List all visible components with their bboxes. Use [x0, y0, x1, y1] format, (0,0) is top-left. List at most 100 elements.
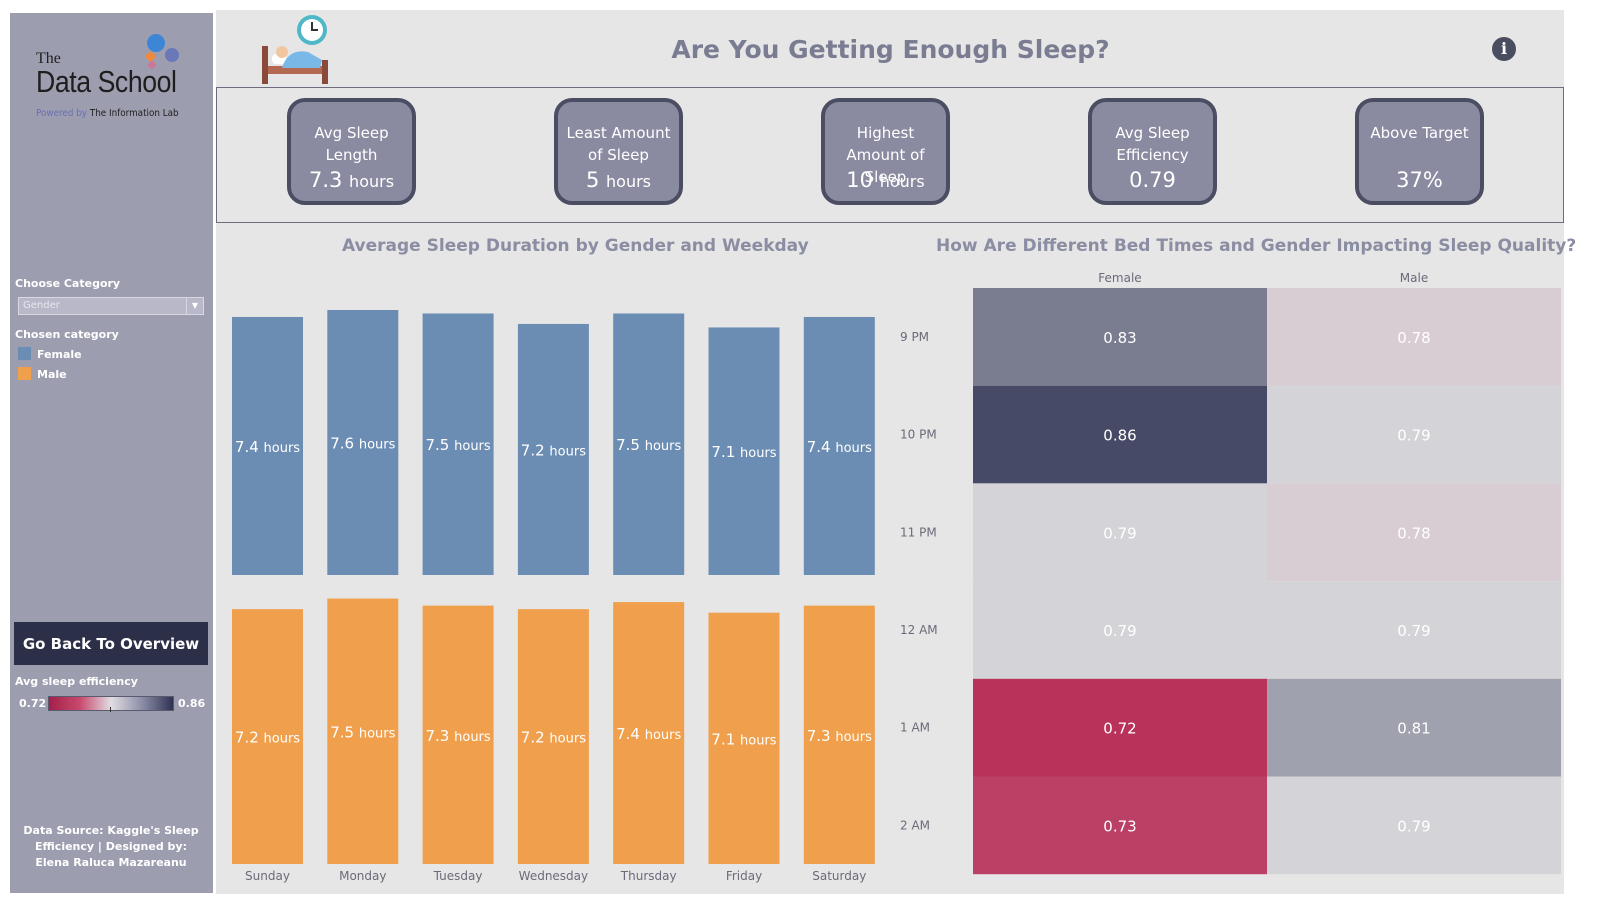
heatmap-column-header: Female	[1098, 271, 1141, 285]
bar-value-label: 7.5 hours	[616, 436, 681, 454]
efficiency-scale-marker	[110, 707, 111, 712]
kpi-card-least-sleep: Least Amount of Sleep 5 hours	[554, 98, 683, 205]
bar-value-label: 7.4 hours	[235, 438, 300, 456]
bar-female-saturday[interactable]	[803, 316, 875, 575]
heatmap-cell[interactable]	[973, 581, 1267, 679]
heatmap-cell-value: 0.79	[1103, 524, 1136, 542]
heatmap-cell[interactable]	[973, 776, 1267, 875]
heatmap-cell[interactable]	[973, 288, 1267, 386]
sleep-duration-bar-chart: 7.4 hours 7.6 hours 7.5 hours 7.2 hours 7.5 …	[232, 310, 875, 883]
kpi-card-avg-sleep-efficiency: Avg Sleep Efficiency 0.79	[1088, 98, 1217, 205]
heatmap-cell-value: 0.73	[1103, 817, 1136, 835]
bar-female-friday[interactable]	[708, 327, 780, 575]
kpi-label: Least Amount of Sleep	[566, 124, 671, 164]
kpi-value: 10 hours	[846, 168, 925, 192]
kpi-value: 0.79	[1129, 168, 1176, 192]
heatmap-column-header: Male	[1400, 271, 1428, 285]
legend-swatch-male	[18, 367, 31, 380]
heatmap-cell[interactable]	[973, 483, 1267, 582]
kpi-value: 7.3 hours	[308, 168, 395, 192]
bar-male-thursday[interactable]	[613, 602, 685, 864]
heatmap-cell[interactable]	[1267, 385, 1561, 484]
efficiency-color-scale	[48, 696, 174, 711]
heatmap-cell[interactable]	[1267, 581, 1561, 679]
heatmap-cell-value: 0.79	[1397, 622, 1430, 640]
kpi-value: 37%	[1396, 168, 1443, 192]
bar-value-label: 7.5 hours	[330, 723, 395, 741]
heatmap-cell[interactable]	[1267, 678, 1561, 777]
bar-value-label: 7.4 hours	[807, 438, 872, 456]
logo-powered-by: Powered by The Information Lab	[36, 108, 179, 119]
heatmap-title: How Are Different Bed Times and Gender I…	[936, 236, 1577, 256]
heatmap-cell-value: 0.79	[1397, 427, 1430, 445]
bar-value-label: 7.1 hours	[711, 730, 776, 748]
x-tick-label: Friday	[726, 869, 762, 883]
bar-value-label: 7.1 hours	[711, 443, 776, 461]
x-tick-label: Saturday	[812, 869, 866, 883]
heatmap-cell-value: 0.86	[1103, 427, 1136, 445]
logo-dot-purple	[165, 48, 179, 62]
x-tick-label: Tuesday	[433, 869, 483, 883]
bed-clock-icon	[262, 15, 328, 84]
bar-male-friday[interactable]	[708, 612, 780, 864]
bar-value-label: 7.2 hours	[521, 729, 586, 747]
x-tick-label: Wednesday	[519, 869, 588, 883]
x-tick-label: Sunday	[245, 869, 290, 883]
logo-dot-orange	[146, 52, 155, 61]
bar-female-monday[interactable]	[327, 310, 399, 575]
data-school-logo: The Data School Powered by The Informati…	[36, 28, 196, 119]
heatmap-cell[interactable]	[973, 385, 1267, 484]
legend-item-female[interactable]: Female	[18, 347, 82, 361]
legend-item-male[interactable]: Male	[18, 367, 67, 381]
bar-value-label: 7.4 hours	[616, 725, 681, 743]
bar-male-saturday[interactable]	[803, 605, 875, 864]
kpi-label: Above Target	[1370, 124, 1469, 142]
heatmap-row-label: 12 AM	[900, 623, 938, 637]
bar-female-wednesday[interactable]	[517, 323, 589, 575]
dashboard-main: Are You Getting Enough Sleep? i Avg Slee…	[216, 10, 1576, 894]
heatmap-row-label: 9 PM	[900, 330, 929, 344]
efficiency-legend-min: 0.72	[19, 697, 47, 710]
bar-male-tuesday[interactable]	[422, 605, 494, 864]
heatmap-cell[interactable]	[1267, 776, 1561, 875]
bar-value-label: 7.5 hours	[426, 436, 491, 454]
x-tick-label: Thursday	[620, 869, 677, 883]
kpi-label: Highest Amount of Sleep	[846, 124, 925, 186]
chosen-category-label: Chosen category	[15, 328, 119, 341]
bar-female-tuesday[interactable]	[422, 313, 494, 575]
heatmap-cell-value: 0.83	[1103, 329, 1136, 347]
heatmap-cell-value: 0.79	[1103, 622, 1136, 640]
bar-value-label: 7.2 hours	[235, 729, 300, 747]
bar-male-sunday[interactable]	[232, 609, 303, 864]
bar-male-monday[interactable]	[327, 598, 399, 864]
bar-female-sunday[interactable]	[232, 316, 303, 575]
back-to-overview-button[interactable]: Go Back To Overview	[14, 622, 208, 665]
heatmap-cell[interactable]	[1267, 288, 1561, 386]
x-tick-label: Monday	[339, 869, 386, 883]
category-dropdown[interactable]: Gender ▼	[18, 297, 204, 315]
kpi-card-above-target: Above Target 37%	[1355, 98, 1484, 205]
heatmap-cell[interactable]	[1267, 483, 1561, 582]
kpi-card-avg-sleep-length: Avg Sleep Length 7.3 hours	[287, 98, 416, 205]
heatmap-cell-value: 0.79	[1397, 817, 1430, 835]
bar-value-label: 7.3 hours	[426, 727, 491, 745]
bar-value-label: 7.2 hours	[521, 441, 586, 459]
bar-male-wednesday[interactable]	[517, 609, 589, 864]
category-dropdown-value: Gender	[23, 300, 60, 311]
chevron-down-icon[interactable]: ▼	[186, 298, 203, 314]
heatmap-row-label: 11 PM	[900, 525, 937, 539]
bar-chart-title: Average Sleep Duration by Gender and Wee…	[342, 236, 809, 256]
heatmap-row-label: 1 AM	[900, 721, 930, 735]
legend-swatch-female	[18, 347, 31, 360]
sidebar: The Data School Powered by The Informati…	[10, 13, 213, 893]
bar-value-label: 7.6 hours	[330, 435, 395, 453]
heatmap-cell-value: 0.78	[1397, 524, 1430, 542]
bar-female-thursday[interactable]	[613, 313, 685, 575]
kpi-card-highest-sleep: Highest Amount of Sleep 10 hours	[821, 98, 950, 205]
logo-dot-blue	[147, 34, 165, 52]
info-icon[interactable]: i	[1492, 37, 1516, 61]
heatmap-cell-value: 0.78	[1397, 329, 1430, 347]
choose-category-label: Choose Category	[15, 277, 121, 290]
heatmap-cell[interactable]	[973, 678, 1267, 777]
efficiency-legend-title: Avg sleep efficiency	[15, 675, 138, 688]
